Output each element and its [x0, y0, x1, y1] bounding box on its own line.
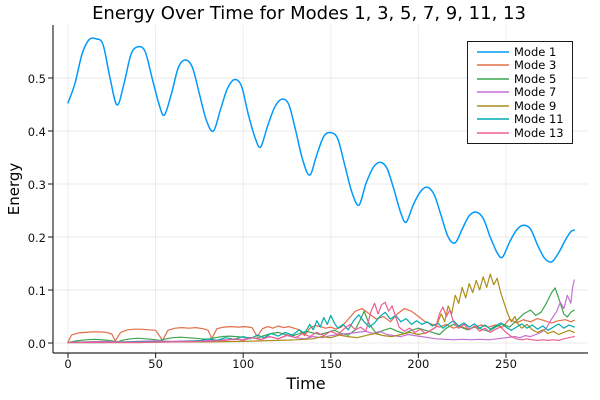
legend-item-mode-5: Mode 5 — [473, 72, 572, 86]
x-tick-label: 50 — [148, 357, 163, 371]
legend-line-swatch — [477, 131, 509, 134]
legend-label: Mode 9 — [514, 98, 557, 113]
y-tick-label: 0.2 — [27, 230, 46, 245]
legend-item-mode-7: Mode 7 — [473, 85, 572, 100]
legend-line-swatch — [477, 118, 509, 121]
series-line-mode-9 — [67, 273, 575, 344]
legend-item-mode-3: Mode 3 — [473, 58, 572, 73]
series-line-mode-1 — [67, 37, 576, 263]
y-tick-label: 0.0 — [27, 336, 46, 351]
y-tick-label: 0.3 — [27, 177, 46, 192]
legend-line-swatch — [477, 91, 509, 94]
x-tick-label: 200 — [407, 357, 430, 371]
x-axis-label: Time — [286, 374, 326, 393]
x-tick-label: 0 — [64, 357, 72, 371]
series-line-mode-5 — [67, 287, 575, 344]
y-tick-label: 0.4 — [27, 124, 46, 139]
legend-label: Mode 13 — [514, 125, 564, 140]
legend-line-swatch — [477, 50, 509, 53]
legend-item-mode-13: Mode 13 — [473, 126, 572, 140]
legend-label: Mode 5 — [514, 71, 557, 86]
x-tick-label: 250 — [495, 357, 517, 371]
x-tick-label: 150 — [319, 357, 342, 371]
series-line-mode-13 — [67, 301, 575, 344]
chart-title: Energy Over Time for Modes 1, 3, 5, 7, 9… — [92, 3, 526, 24]
legend-line-swatch — [477, 104, 509, 107]
y-tick-label: 0.1 — [27, 283, 46, 298]
series-line-mode-7 — [67, 279, 575, 344]
legend-line-swatch — [477, 64, 509, 67]
legend: Mode 1 Mode 3 Mode 5 Mode 7 Mode 9 Mode 11 Mod… — [467, 41, 573, 144]
legend-label: Mode 7 — [514, 85, 557, 100]
legend-label: Mode 3 — [514, 58, 557, 73]
legend-item-mode-11: Mode 11 — [473, 112, 572, 127]
legend-item-mode-9: Mode 9 — [473, 99, 572, 113]
y-tick-label: 0.5 — [27, 71, 46, 86]
legend-line-swatch — [477, 77, 509, 80]
legend-item-mode-1: Mode 1 — [473, 45, 572, 59]
legend-label: Mode 1 — [514, 44, 557, 59]
x-tick-label: 100 — [232, 357, 255, 371]
legend-label: Mode 11 — [514, 112, 564, 127]
